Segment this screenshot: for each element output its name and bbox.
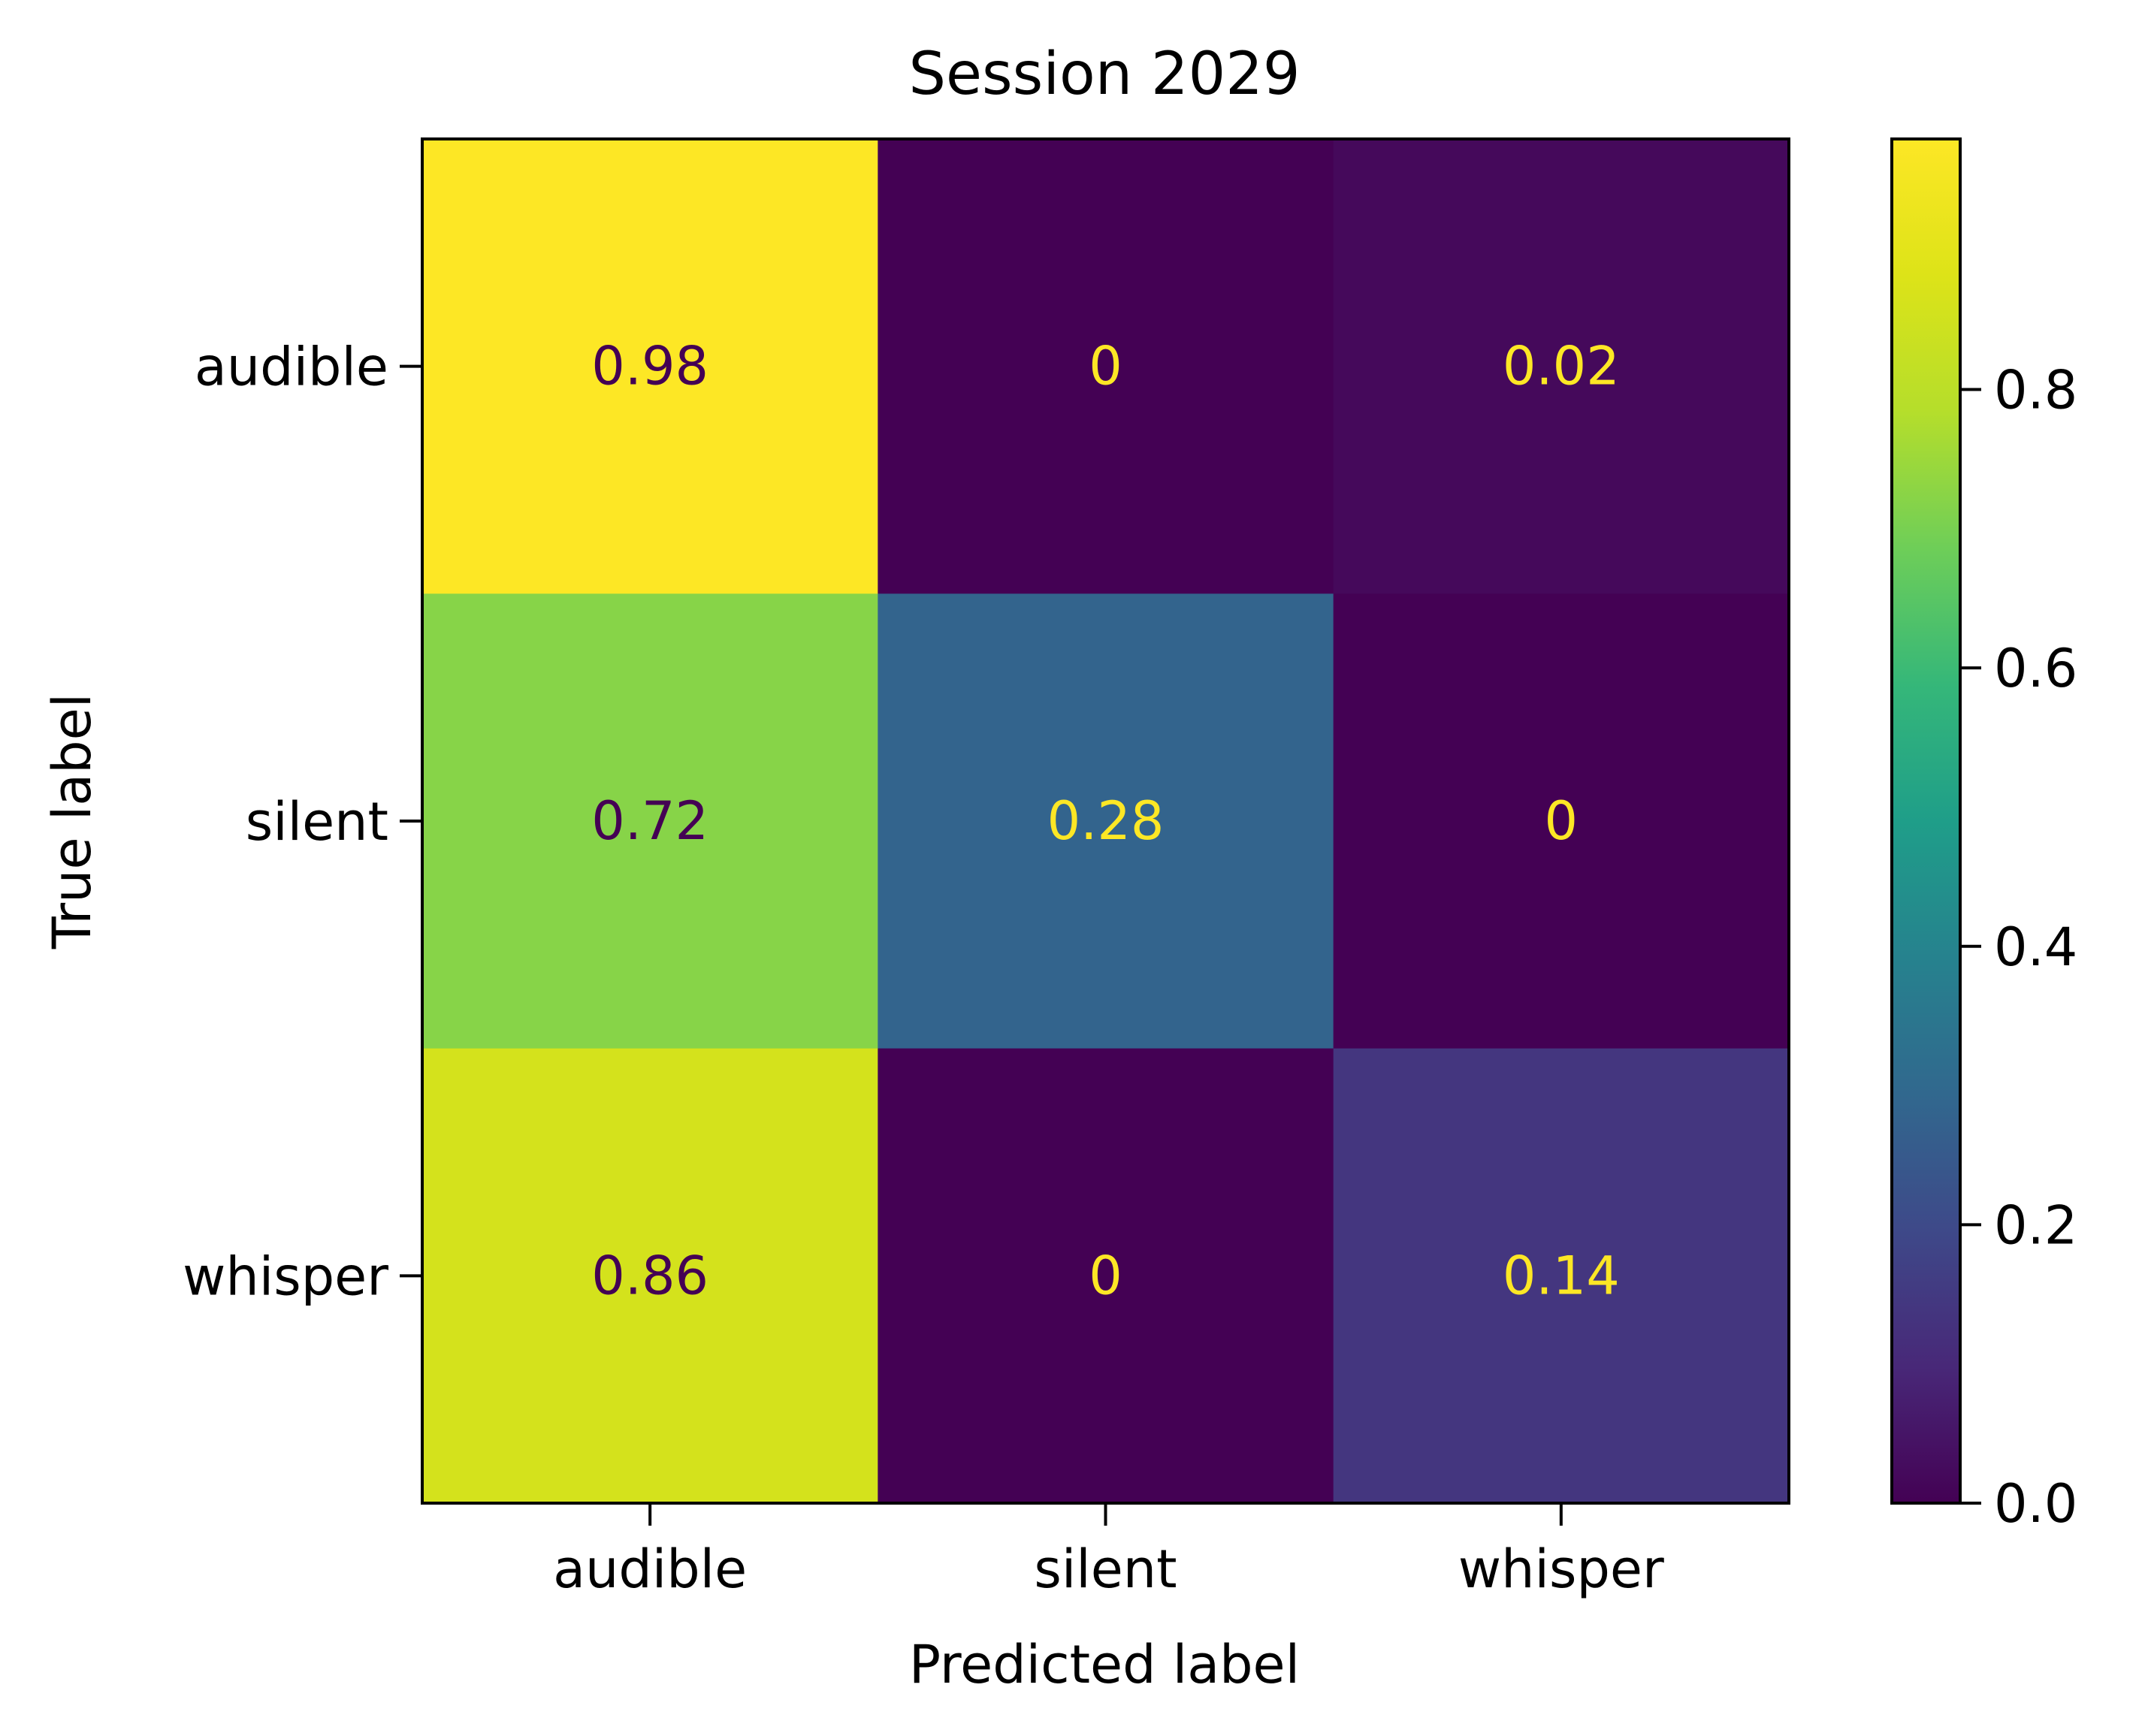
y-tick-label: silent: [246, 791, 388, 853]
heatmap-cell: [422, 139, 878, 594]
cell-value-label: 0.02: [1503, 336, 1620, 397]
colorbar: 0.0 0.2 0.4 0.6 0.8: [1890, 137, 2077, 1535]
y-tick-label: whisper: [183, 1245, 388, 1307]
cell-value-label: 0.86: [591, 1245, 708, 1306]
y-axis-label: True label: [41, 693, 103, 950]
colorbar-tick-label: 0.0: [1994, 1473, 2077, 1535]
colorbar-tick-label: 0.8: [1994, 360, 2077, 421]
colorbar-gradient: [1892, 139, 1960, 1503]
x-tick-label: whisper: [1458, 1538, 1664, 1600]
cell-value-label: 0.98: [591, 336, 708, 397]
chart-title: Session 2029: [909, 41, 1301, 108]
colorbar-tick-label: 0.2: [1994, 1194, 2077, 1256]
heatmap-cell: [878, 139, 1334, 594]
colorbar-tick-label: 0.4: [1994, 916, 2077, 978]
heatmap-cell: [1333, 139, 1790, 594]
cell-value-label: 0: [1545, 790, 1579, 852]
y-tick-label: audible: [195, 337, 388, 398]
heatmap-cell: [422, 1048, 878, 1504]
x-axis: audible silent whisper: [553, 1503, 1664, 1600]
colorbar-frame: [1890, 137, 1962, 1505]
heatmap-cells: [422, 139, 1790, 1504]
heatmap-cell: [1333, 593, 1790, 1049]
x-axis-label: Predicted label: [909, 1634, 1300, 1695]
cell-value-label: 0: [1089, 1245, 1122, 1306]
x-tick-label: silent: [1034, 1538, 1177, 1600]
cell-value-label: 0: [1089, 336, 1122, 397]
heatmap-cell: [878, 593, 1334, 1049]
heatmap-cell: [422, 593, 878, 1049]
heatmap-cell-labels: 0.98 0 0.02 0.72 0.28 0 0.86 0 0.14: [591, 336, 1620, 1307]
x-tick-label: audible: [553, 1538, 747, 1600]
colorbar-tick-label: 0.6: [1994, 638, 2077, 699]
cell-value-label: 0.14: [1503, 1245, 1620, 1306]
cell-value-label: 0.72: [591, 790, 708, 852]
colorbar-ticks: 0.0 0.2 0.4 0.6 0.8: [1960, 360, 2077, 1535]
y-axis: audible silent whisper: [183, 337, 422, 1307]
heatmap-cell: [878, 1048, 1334, 1504]
heatmap-cell: [1333, 1048, 1790, 1504]
cell-value-label: 0.28: [1047, 790, 1165, 852]
